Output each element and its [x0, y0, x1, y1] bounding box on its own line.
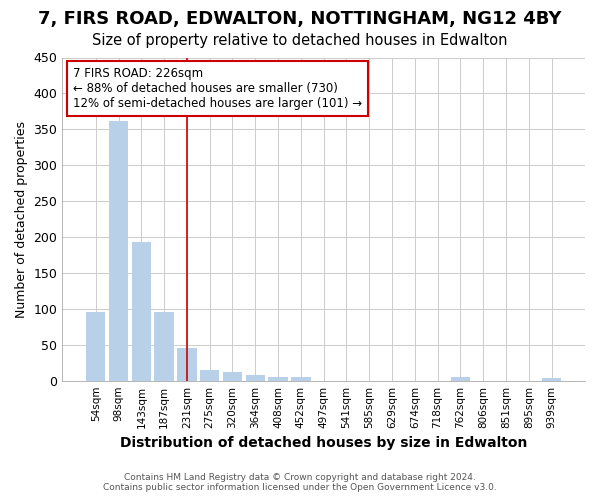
Text: 7 FIRS ROAD: 226sqm
← 88% of detached houses are smaller (730)
12% of semi-detac: 7 FIRS ROAD: 226sqm ← 88% of detached ho…: [73, 67, 362, 110]
Bar: [451, 377, 470, 380]
X-axis label: Distribution of detached houses by size in Edwalton: Distribution of detached houses by size …: [120, 436, 527, 450]
Bar: [223, 372, 242, 380]
Bar: [291, 377, 311, 380]
Bar: [200, 370, 220, 380]
Bar: [86, 312, 106, 380]
Text: 7, FIRS ROAD, EDWALTON, NOTTINGHAM, NG12 4BY: 7, FIRS ROAD, EDWALTON, NOTTINGHAM, NG12…: [38, 10, 562, 28]
Text: Size of property relative to detached houses in Edwalton: Size of property relative to detached ho…: [92, 32, 508, 48]
Bar: [131, 242, 151, 380]
Bar: [268, 377, 288, 380]
Text: Contains HM Land Registry data © Crown copyright and database right 2024.
Contai: Contains HM Land Registry data © Crown c…: [103, 473, 497, 492]
Bar: [109, 120, 128, 380]
Bar: [177, 348, 197, 380]
Y-axis label: Number of detached properties: Number of detached properties: [15, 120, 28, 318]
Bar: [542, 378, 561, 380]
Bar: [154, 312, 174, 380]
Bar: [245, 375, 265, 380]
